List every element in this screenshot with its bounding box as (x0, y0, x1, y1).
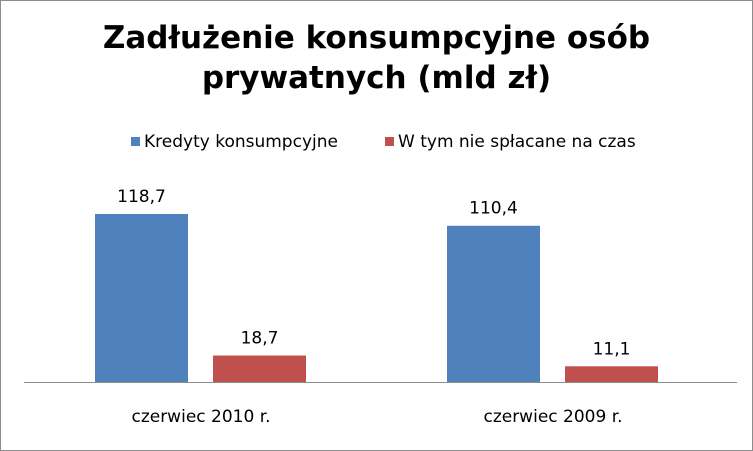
bar-series-2-cat-1 (213, 355, 306, 382)
chart-title-line-1: Zadłużenie konsumpcyjne osób (102, 20, 651, 56)
data-label-series-1-cat-2: 110,4 (469, 199, 518, 219)
data-label-series-2-cat-2: 11,1 (593, 339, 631, 359)
legend-label-series-2: W tym nie spłacane na czas (398, 132, 636, 152)
bar-series-1-cat-2 (447, 225, 540, 382)
category-label-2: czerwiec 2009 r. (483, 407, 622, 427)
chart-legend: Kredyty konsumpcyjne W tym nie spłacane … (0, 132, 753, 154)
legend-swatch-series-2 (385, 137, 394, 146)
legend-label-series-1: Kredyty konsumpcyjne (144, 132, 338, 152)
chart-title-line-2: prywatnych (mld zł) (201, 60, 552, 96)
data-label-series-1-cat-1: 118,7 (117, 187, 166, 207)
category-label-1: czerwiec 2010 r. (131, 407, 270, 427)
chart-title: Zadłużenie konsumpcyjne osób prywatnych … (0, 18, 753, 98)
bar-series-2-cat-2 (565, 366, 658, 382)
legend-swatch-series-1 (131, 137, 140, 146)
data-label-series-2-cat-1: 18,7 (241, 329, 279, 349)
bar-series-1-cat-1 (95, 214, 188, 382)
